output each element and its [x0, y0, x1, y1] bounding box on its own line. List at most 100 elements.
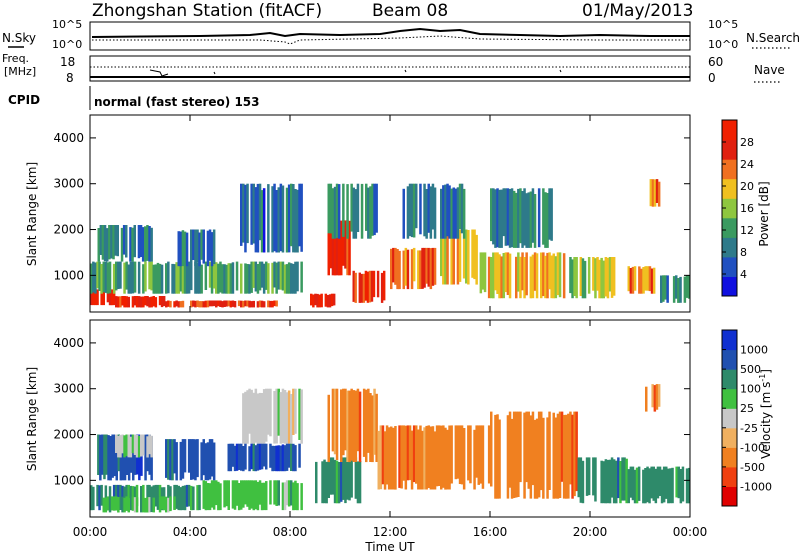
heatmap-cell [373, 183, 376, 236]
heatmap-cell [631, 266, 635, 294]
heatmap-cell [446, 233, 449, 285]
x-tick-label: 12:00 [373, 525, 408, 539]
heatmap-cell [269, 300, 272, 308]
heatmap-cell [283, 482, 287, 511]
heatmap-cell [219, 261, 222, 293]
heatmap-cell [290, 394, 293, 444]
heatmap-cell [371, 395, 374, 463]
velocity-heatmap [90, 384, 690, 513]
heatmap-cell [425, 189, 428, 239]
heatmap-cell [402, 250, 405, 290]
heatmap-cell [275, 388, 278, 444]
heatmap-cell [346, 184, 349, 239]
heatmap-cell [367, 187, 370, 239]
heatmap-cell [281, 482, 285, 511]
heatmap-cell [558, 252, 562, 298]
heatmap-cell [179, 231, 183, 267]
heatmap-cell [454, 188, 458, 239]
heatmap-cell [330, 293, 334, 307]
heatmap-cell [638, 266, 641, 294]
heatmap-cell [225, 300, 228, 307]
power-panel: 4000 3000 2000 1000 Slant Range [km] 28 24 20… [25, 114, 771, 313]
heatmap-cell [131, 296, 135, 308]
heatmap-cell [171, 263, 174, 294]
heatmap-cell [594, 457, 597, 502]
heatmap-cell [375, 393, 378, 462]
heatmap-cell [660, 275, 663, 303]
heatmap-cell [229, 263, 233, 294]
heatmap-cell [490, 257, 493, 299]
heatmap-cell [97, 434, 100, 475]
heatmap-cell [173, 264, 176, 294]
heatmap-cell [202, 301, 205, 308]
heatmap-cell [156, 484, 160, 507]
heatmap-cell [664, 275, 667, 300]
heatmap-cell [148, 226, 151, 262]
heatmap-cell [652, 466, 655, 501]
colorbar-swatch [722, 330, 737, 351]
heatmap-cell [315, 461, 318, 504]
heatmap-cell [581, 258, 585, 299]
heatmap-cell [627, 469, 630, 504]
heatmap-cell [181, 439, 185, 479]
heatmap-cell [103, 434, 106, 480]
heatmap-cell [358, 460, 362, 504]
y-tick-label: 1000 [53, 268, 84, 282]
heatmap-cell [337, 225, 341, 276]
heatmap-cell [125, 296, 128, 308]
heatmap-cell [423, 183, 426, 237]
heatmap-cell [402, 188, 405, 239]
heatmap-cell [369, 186, 372, 239]
heatmap-cell [446, 183, 449, 237]
heatmap-cell [604, 459, 608, 504]
velocity-colorbar-unit: Velocity [m s [759, 382, 773, 459]
heatmap-cell [587, 257, 591, 294]
heatmap-cell [144, 497, 147, 513]
heatmap-cell [281, 388, 285, 444]
heatmap-cell [344, 388, 347, 451]
heatmap-cell [92, 486, 95, 511]
colorbar-swatch [722, 159, 737, 180]
nave-tick-top: 60 [708, 55, 723, 69]
heatmap-cell [123, 296, 126, 308]
heatmap-cell [504, 252, 508, 293]
heatmap-cell [212, 480, 216, 510]
heatmap-cell [173, 496, 176, 510]
colorbar-swatch [722, 276, 737, 297]
colorbar-swatch [722, 139, 737, 160]
heatmap-cell [150, 496, 153, 513]
heatmap-cell [150, 436, 153, 481]
heatmap-cell [352, 270, 355, 302]
heatmap-cell [177, 231, 180, 267]
heatmap-cell [277, 445, 280, 472]
heatmap-cell [131, 261, 135, 294]
heatmap-cell [433, 247, 437, 285]
x-tick-label: 00:00 [673, 525, 708, 539]
heatmap-cell [669, 468, 672, 504]
heatmap-cell [294, 445, 297, 472]
heatmap-cell [110, 496, 114, 511]
heatmap-cell [215, 300, 218, 308]
heatmap-cell [537, 411, 541, 498]
heatmap-cell [221, 301, 224, 308]
heatmap-cell [429, 248, 433, 290]
heatmap-cell [450, 229, 453, 285]
heatmap-cell [406, 249, 410, 290]
heatmap-cell [398, 250, 401, 290]
heatmap-cell [544, 192, 547, 248]
heatmap-cell [623, 457, 626, 501]
heatmap-cell [687, 275, 690, 299]
heatmap-cell [679, 276, 682, 303]
heatmap-cell [244, 443, 247, 470]
heatmap-cell [104, 261, 108, 293]
heatmap-cell [265, 443, 268, 470]
heatmap-cell [337, 184, 341, 239]
heatmap-cell [440, 188, 443, 239]
heatmap-cell [250, 183, 253, 245]
heatmap-cell [533, 194, 537, 248]
heatmap-cell [354, 390, 358, 462]
colorbar-swatch [722, 447, 737, 468]
heatmap-cell [269, 388, 272, 437]
heatmap-cell [604, 257, 608, 297]
heatmap-cell [206, 442, 210, 481]
